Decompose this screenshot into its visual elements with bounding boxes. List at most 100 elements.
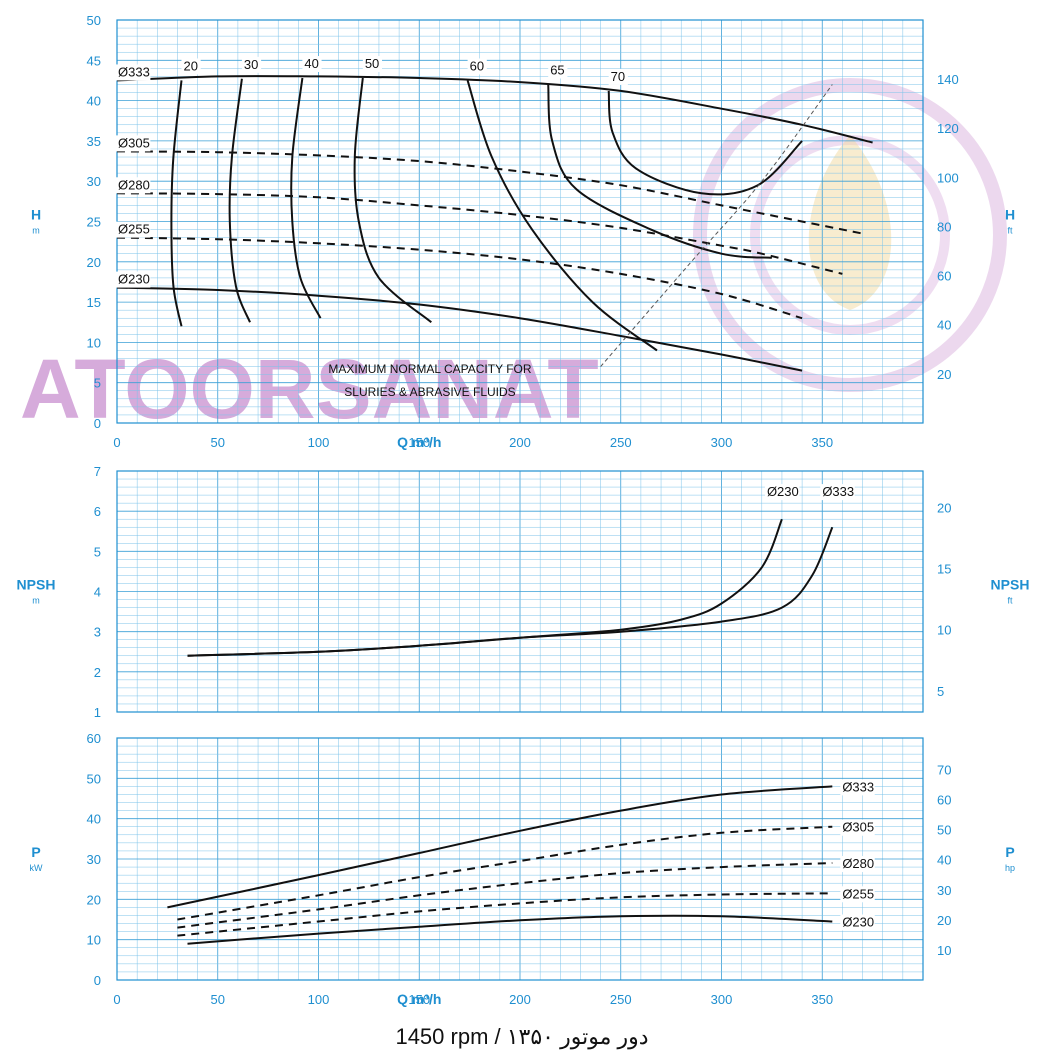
head-y2tick-label: 120 bbox=[937, 121, 959, 136]
head-curve-Ø230 bbox=[116, 286, 803, 372]
head-efficiency-curve-65 bbox=[547, 84, 772, 259]
head-efficiency-label: 70 bbox=[611, 69, 625, 84]
head-curve-label-bg bbox=[116, 177, 151, 194]
power-xtick-label: 50 bbox=[211, 992, 225, 1007]
npsh-ytick-label: 2 bbox=[94, 665, 101, 680]
head-capacity-note: MAXIMUM NORMAL CAPACITY FOR bbox=[328, 362, 531, 376]
head-efficiency-label-bg bbox=[467, 58, 487, 75]
head-efficiency-curve-40 bbox=[290, 77, 322, 319]
head-efficiency-label: 50 bbox=[365, 56, 379, 71]
power-curve-Ø280 bbox=[177, 862, 833, 929]
power-curve-label: Ø305 bbox=[842, 820, 874, 835]
head-xtick-label: 0 bbox=[113, 435, 120, 450]
npsh-y2axis-unit: ft bbox=[1007, 596, 1013, 606]
head-ytick-label: 45 bbox=[87, 53, 101, 68]
head-efficiency-curve-30 bbox=[228, 78, 251, 323]
power-y2tick-label: 30 bbox=[937, 883, 951, 898]
head-efficiency-curve-60 bbox=[466, 80, 658, 352]
head-curve-label: Ø305 bbox=[118, 135, 150, 150]
head-y2tick-label: 140 bbox=[937, 72, 959, 87]
head-frame bbox=[116, 19, 924, 424]
power-curve-Ø305 bbox=[177, 825, 833, 921]
npsh-yaxis-unit: m bbox=[32, 596, 40, 606]
head-xtick-label: 150 bbox=[408, 435, 430, 450]
grid bbox=[116, 19, 924, 981]
head-curve-Ø280 bbox=[116, 192, 843, 275]
head-curve-label: Ø333 bbox=[118, 64, 150, 79]
power-ytick-label: 20 bbox=[87, 892, 101, 907]
npsh-curve-label-bg bbox=[820, 484, 855, 501]
head-efficiency-curve-20 bbox=[170, 80, 183, 327]
head-y2axis-title: H bbox=[1005, 207, 1015, 223]
power-frame bbox=[116, 737, 924, 981]
power-ytick-label: 10 bbox=[87, 933, 101, 948]
head-ytick-label: 5 bbox=[94, 376, 101, 391]
npsh-curve-Ø333 bbox=[187, 526, 834, 657]
head-curve-label: Ø230 bbox=[118, 272, 150, 287]
head-ytick-label: 20 bbox=[87, 255, 101, 270]
power-curve-label-bg bbox=[840, 856, 875, 873]
power-curve-label-bg bbox=[840, 886, 875, 903]
npsh-ytick-label: 3 bbox=[94, 625, 101, 640]
power-curve-label-bg bbox=[840, 914, 875, 931]
head-efficiency-label: 40 bbox=[304, 56, 318, 71]
head-ytick-label: 0 bbox=[94, 416, 101, 431]
head-y2tick-label: 20 bbox=[937, 367, 951, 382]
head-curve-label-bg bbox=[116, 135, 151, 152]
power-y2tick-label: 60 bbox=[937, 793, 951, 808]
head-ytick-label: 15 bbox=[87, 295, 101, 310]
power-curve-label-bg bbox=[840, 819, 875, 836]
power-curve-Ø255 bbox=[177, 892, 833, 937]
npsh-y2tick-label: 15 bbox=[937, 562, 951, 577]
power-curve-label: Ø255 bbox=[842, 886, 874, 901]
npsh-y2axis-title: NPSH bbox=[991, 577, 1030, 593]
head-curve-label: Ø255 bbox=[118, 222, 150, 237]
head-efficiency-curve-50 bbox=[353, 77, 432, 324]
power-curve-Ø333 bbox=[167, 785, 833, 909]
npsh-ytick-label: 6 bbox=[94, 504, 101, 519]
npsh-curve-Ø230 bbox=[187, 518, 783, 657]
power-yaxis-title: P bbox=[31, 844, 40, 860]
head-efficiency-label: 60 bbox=[470, 58, 484, 73]
npsh-ytick-label: 4 bbox=[94, 585, 101, 600]
power-yaxis-unit: kW bbox=[30, 863, 44, 873]
power-y2axis-unit: hp bbox=[1005, 863, 1015, 873]
power-curve-label: Ø333 bbox=[842, 779, 874, 794]
power-xtick-label: 100 bbox=[308, 992, 330, 1007]
footer-rpm: 1450 rpm / ۱۳۵۰ دور موتور bbox=[395, 1024, 648, 1050]
head-y2tick-label: 40 bbox=[937, 318, 951, 333]
head-ytick-label: 25 bbox=[87, 215, 101, 230]
head-yaxis-unit: m bbox=[32, 226, 40, 236]
head-curve-Ø255 bbox=[116, 236, 803, 320]
head-yaxis-title: H bbox=[31, 207, 41, 223]
npsh-ytick-label: 5 bbox=[94, 544, 101, 559]
head-efficiency-label-bg bbox=[241, 56, 262, 73]
head-efficiency-label: 65 bbox=[550, 62, 564, 77]
npsh-y2tick-label: 10 bbox=[937, 623, 951, 638]
npsh-yaxis-title: NPSH bbox=[17, 577, 56, 593]
power-curve-Ø230 bbox=[187, 914, 833, 945]
head-curve-label-bg bbox=[116, 64, 151, 81]
power-y2tick-label: 10 bbox=[937, 943, 951, 958]
power-y2tick-label: 20 bbox=[937, 913, 951, 928]
npsh-ytick-label: 1 bbox=[94, 705, 101, 720]
head-curve-Ø333 bbox=[116, 75, 873, 144]
head-efficiency-label-bg bbox=[608, 68, 628, 85]
head-efficiency-label-bg bbox=[181, 58, 201, 75]
head-y2tick-label: 60 bbox=[937, 269, 951, 284]
head-ytick-label: 50 bbox=[87, 13, 101, 28]
head-curve-label-bg bbox=[116, 221, 151, 238]
power-xtick-label: 350 bbox=[811, 992, 833, 1007]
power-curve-label: Ø280 bbox=[842, 856, 874, 871]
curves bbox=[116, 75, 873, 945]
head-efficiency-label: 30 bbox=[244, 57, 258, 72]
power-ytick-label: 0 bbox=[94, 973, 101, 988]
watermark-gear-icon bbox=[693, 78, 1007, 392]
npsh-curve-label: Ø230 bbox=[767, 484, 799, 499]
head-ytick-label: 10 bbox=[87, 335, 101, 350]
head-ytick-label: 35 bbox=[87, 134, 101, 149]
npsh-frame bbox=[116, 470, 924, 713]
npsh-y2tick-label: 20 bbox=[937, 500, 951, 515]
